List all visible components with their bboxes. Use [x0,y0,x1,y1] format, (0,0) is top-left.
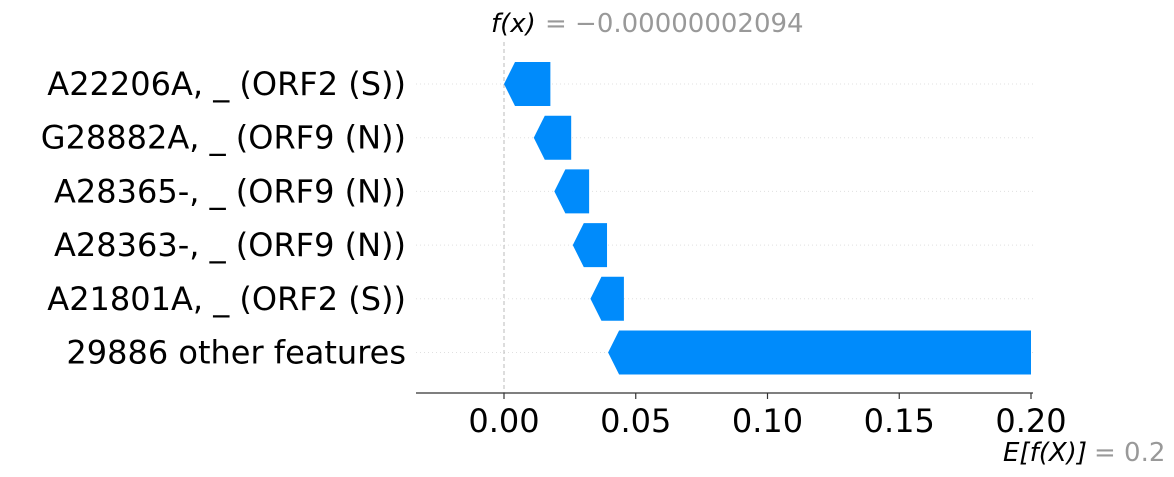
contribution-bars [503,62,1031,375]
shap-bar [590,276,624,321]
efx-label: E[f(X)] [1003,438,1087,468]
fx-value: = −0.00000002094 [545,9,804,39]
x-tick-label: 0.05 [600,402,671,440]
shap-bar [533,115,572,160]
shap-bar [503,62,551,106]
row-guide-lines [416,83,1035,353]
shap-bar [554,169,590,214]
feature-label: G28882A, _ (ORF9 (N)) [41,119,406,157]
x-axis-ticks: 0.00 0.05 0.10 0.15 0.20 [468,393,1067,440]
feature-label: A28363-, _ (ORF9 (N)) [54,226,406,264]
x-tick-label: 0.00 [468,402,539,440]
shap-bar [608,330,1031,375]
x-tick-label: 0.10 [732,402,803,440]
shap-bar [572,223,608,268]
feature-label: A28365-, _ (ORF9 (N)) [54,172,406,210]
efx-value: = 0.2 [1094,438,1165,468]
feature-label: A21801A, _ (ORF2 (S)) [47,280,406,318]
x-tick-label: 0.15 [864,402,935,440]
x-tick-label: 0.20 [995,402,1066,440]
feature-labels: A22206A, _ (ORF2 (S)) G28882A, _ (ORF9 (N… [41,65,406,372]
feature-label: A22206A, _ (ORF2 (S)) [47,65,406,103]
feature-label: 29886 other features [66,334,406,372]
fx-label: f(x) [491,9,536,39]
